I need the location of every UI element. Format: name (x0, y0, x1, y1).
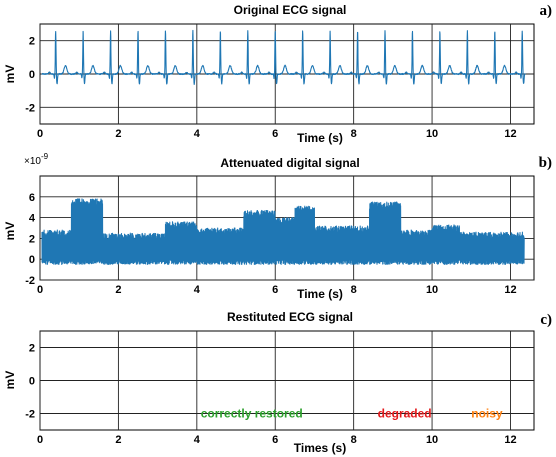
axis-multiplier-base: ×10 (24, 156, 41, 167)
annotation-label: noisy (471, 407, 503, 421)
chart-title: Original ECG signal (234, 3, 347, 17)
x-tick-label: 6 (272, 434, 278, 446)
x-tick-label: 6 (272, 128, 278, 140)
x-tick-label: 2 (115, 128, 121, 140)
chart-title: Restituted ECG signal (227, 310, 353, 324)
x-tick-label: 4 (194, 434, 201, 446)
y-tick-label: 0 (29, 376, 35, 388)
x-tick-label: 10 (426, 434, 438, 446)
annotation-label: degraded (378, 407, 432, 421)
x-tick-label: 8 (351, 128, 357, 140)
y-axis-label: mV (3, 65, 17, 84)
x-tick-label: 8 (351, 434, 357, 446)
x-tick-label: 2 (115, 434, 121, 446)
y-tick-label: -2 (25, 409, 35, 421)
panel-label: b) (539, 155, 552, 171)
panel-restituted-ecg: 0 2 4 6 8 10 12 -2 0 2 correctly restored degraded n… (3, 310, 552, 455)
x-tick-label: 4 (194, 284, 201, 296)
y-axis-label: mV (3, 371, 17, 390)
signal-line (41, 198, 525, 265)
y-axis-label: mV (3, 222, 17, 241)
x-tick-label: 12 (504, 128, 516, 140)
x-tick-label: 12 (504, 284, 516, 296)
x-tick-label: 10 (426, 284, 438, 296)
signal-line (41, 29, 526, 85)
x-tick-label: 2 (115, 284, 121, 296)
panel-label: c) (540, 312, 552, 328)
annotation-label: correctly restored (201, 407, 303, 421)
y-tick-label: 2 (29, 36, 35, 48)
x-tick-label: 12 (504, 434, 516, 446)
x-axis-label: Times (s) (294, 441, 346, 455)
y-tick-label: 0 (29, 69, 35, 81)
y-tick-label: 2 (29, 233, 35, 245)
panel-label: a) (540, 3, 553, 19)
axis-multiplier-exponent: -9 (41, 152, 49, 161)
y-tick-label: 4 (29, 213, 36, 225)
x-tick-label: 0 (37, 434, 43, 446)
y-tick-label: 2 (29, 343, 35, 355)
y-tick-label: 6 (29, 192, 35, 204)
chart-title: Attenuated digital signal (220, 156, 359, 170)
panel-original-ecg: 0 2 4 6 8 10 12 -2 0 2 Original ECG signal a) mV Time… (3, 3, 552, 145)
y-tick-label: 0 (29, 254, 35, 266)
x-tick-label: 0 (37, 284, 43, 296)
x-tick-label: 10 (426, 128, 438, 140)
y-tick-label: -2 (25, 275, 35, 287)
x-tick-label: 4 (194, 128, 201, 140)
x-tick-label: 6 (272, 284, 278, 296)
x-tick-label: 8 (351, 284, 357, 296)
x-tick-label: 0 (37, 128, 43, 140)
x-axis-label: Time (s) (297, 131, 343, 145)
x-axis-label: Time (s) (297, 287, 343, 301)
y-tick-label: -2 (25, 102, 35, 114)
axis-multiplier: ×10-9 (24, 152, 49, 167)
